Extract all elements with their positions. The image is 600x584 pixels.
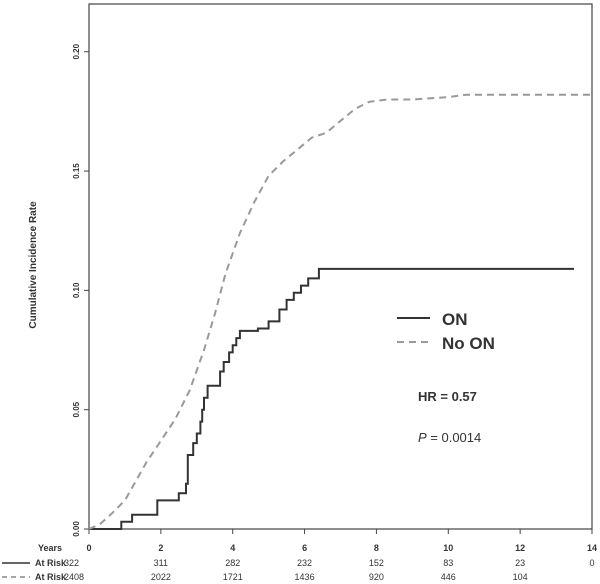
x-tick-label: 10 [443,543,453,553]
x-tick-label: 12 [515,543,525,553]
risk-value: 282 [225,558,240,568]
p-value-symbol: P [418,430,427,445]
x-tick-label: 2 [158,543,163,553]
y-tick-label: 0.10 [72,282,81,298]
risk-row-label: At Risk [35,572,67,582]
plot-area-frame [88,3,593,530]
risk-value: 232 [297,558,312,568]
legend: ON No ON [397,310,495,353]
risk-value: 322 [64,558,79,568]
legend-label-on: ON [442,310,468,329]
risk-table-header: Years [38,543,62,553]
risk-value: 446 [441,572,456,582]
y-tick-label: 0.20 [72,43,81,59]
series-line-on [89,267,574,530]
x-tick-label: 4 [230,543,235,553]
y-tick-label: 0.15 [72,163,81,179]
p-value-annotation: P = 0.0014 [418,430,481,445]
hazard-ratio-annotation: HR = 0.57 [418,389,477,404]
risk-value: 152 [369,558,384,568]
risk-values: 322 311 282 232 152 83 23 0 2408 2022 1721 1436 920 4… [64,558,595,582]
risk-value: 2022 [151,572,171,582]
y-axis-label: Cumulative Incidence Rate [28,201,39,329]
risk-value: 1721 [223,572,243,582]
risk-value: 311 [154,558,168,568]
risk-table: Years At Risk At Risk 322 311 282 232 152 83 2… [2,543,595,582]
x-tick-label: 8 [374,543,379,553]
legend-label-no-on: No ON [442,334,495,353]
series-line-no-on [88,93,592,530]
risk-value: 0 [589,558,594,568]
y-axis: 0.00 0.05 0.10 0.15 0.20 [72,43,89,537]
series-layer [88,93,592,530]
risk-value: 1436 [295,572,315,582]
x-tick-label: 14 [587,543,597,553]
risk-value: 920 [369,572,384,582]
risk-row-label: At Risk [35,558,67,568]
x-tick-label: 6 [302,543,307,553]
risk-value: 104 [513,572,528,582]
y-tick-label: 0.00 [72,521,81,537]
p-value-number: = 0.0014 [427,430,482,445]
risk-value: 2408 [64,572,84,582]
x-axis: 0 2 4 6 8 10 12 14 [86,529,597,553]
x-tick-label: 0 [86,543,91,553]
risk-value: 83 [443,558,453,568]
y-tick-label: 0.05 [72,401,81,417]
risk-value: 23 [515,558,525,568]
